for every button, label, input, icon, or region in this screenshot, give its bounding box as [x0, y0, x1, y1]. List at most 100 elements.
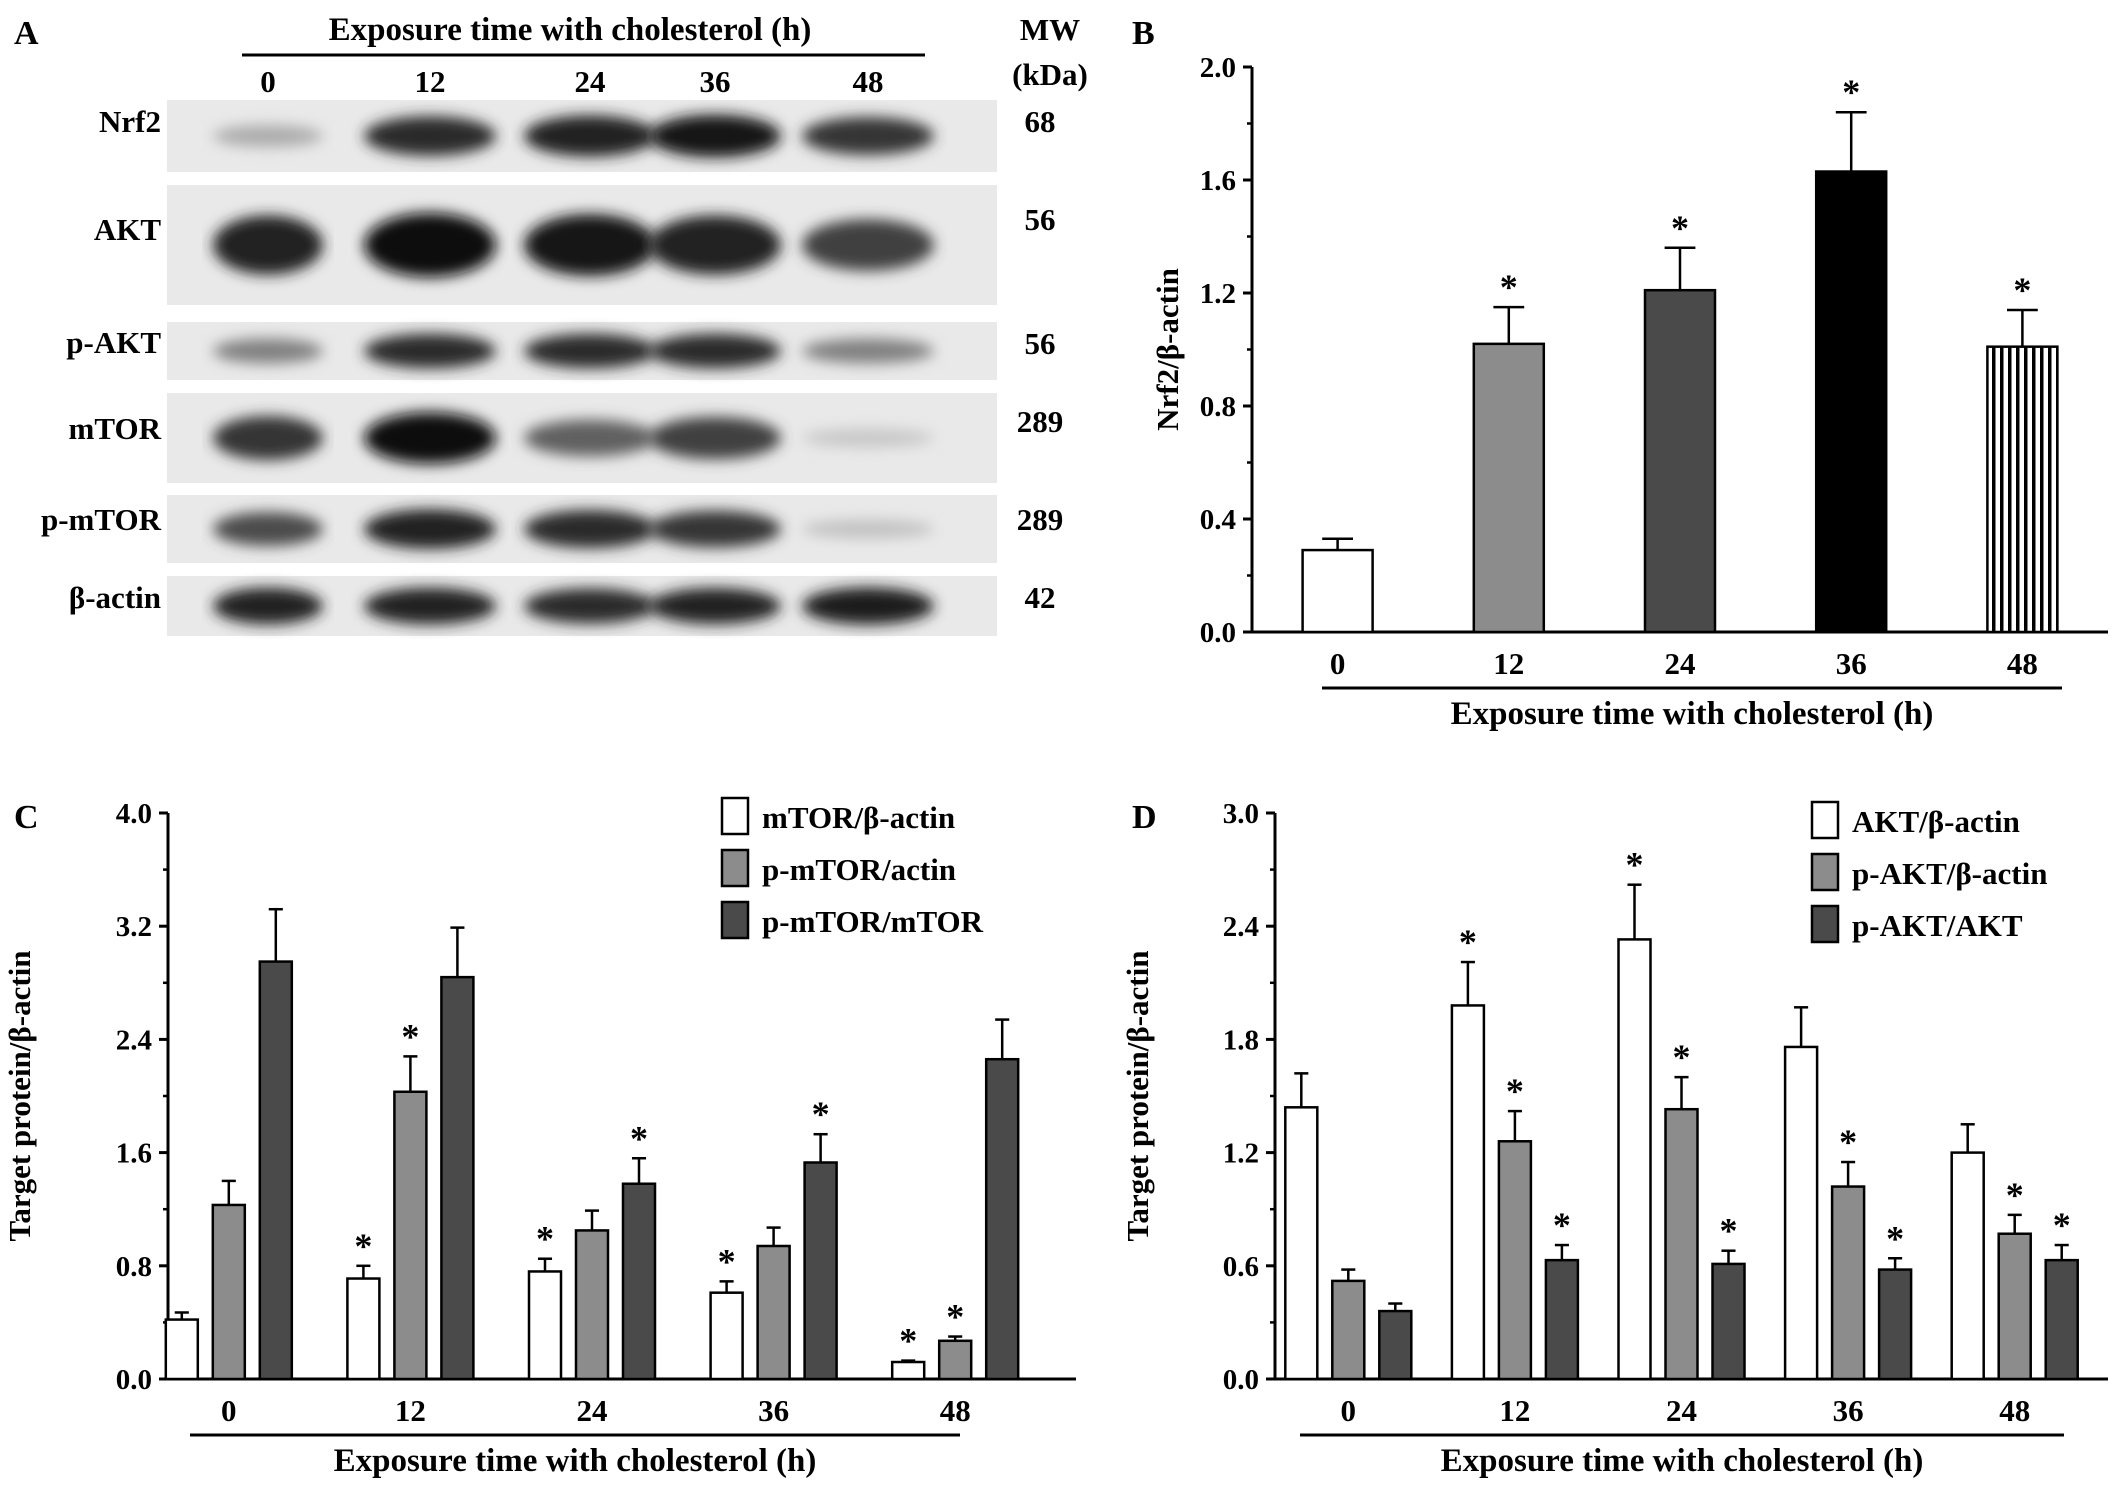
blot-row: β-actin 42 — [69, 576, 1056, 636]
blot-band — [524, 115, 656, 157]
significance-marker: * — [1839, 1122, 1857, 1162]
mw-header: MW — [1020, 12, 1080, 47]
blot-band — [649, 114, 781, 158]
blot-band — [649, 587, 781, 625]
bar — [1986, 345, 2059, 634]
legend-swatch — [720, 848, 750, 888]
y-tick-label: 1.8 — [1223, 1024, 1259, 1056]
significance-marker: * — [718, 1241, 736, 1281]
blot-header: Exposure time with cholesterol (h) — [329, 12, 812, 48]
x-axis-label: Exposure time with cholesterol (h) — [1441, 1443, 1924, 1479]
blot-band — [649, 215, 781, 275]
bar — [1814, 170, 1888, 634]
significance-marker: * — [812, 1094, 830, 1134]
blot-band — [524, 333, 656, 369]
lane-label: 36 — [700, 64, 731, 99]
panel-label-b: B — [1132, 15, 1155, 52]
y-tick-label: 1.6 — [116, 1138, 152, 1170]
bar — [709, 1291, 744, 1381]
legend-swatch — [1810, 800, 1840, 840]
significance-marker: * — [946, 1297, 964, 1337]
legend-swatch — [1810, 904, 1840, 944]
x-tick-label: 48 — [1999, 1393, 2030, 1428]
x-tick-label: 48 — [940, 1393, 971, 1428]
y-tick-label: 1.2 — [1200, 278, 1236, 310]
y-tick-label: 0.0 — [116, 1364, 152, 1396]
bar — [1997, 1232, 2032, 1381]
blot-band — [524, 214, 656, 276]
y-axis-label: Nrf2/β-actin — [1150, 268, 1185, 431]
legend-swatch — [720, 900, 750, 940]
blot-band — [524, 588, 656, 624]
bar — [1450, 1004, 1486, 1381]
y-tick-label: 2.4 — [116, 1024, 152, 1056]
bar — [1617, 938, 1652, 1381]
x-tick-label: 24 — [577, 1393, 608, 1428]
significance-marker: * — [1886, 1218, 1904, 1258]
mw-value: 68 — [1025, 104, 1056, 139]
bar — [1643, 288, 1717, 634]
y-tick-label: 3.0 — [1223, 798, 1259, 830]
significance-marker: * — [2053, 1205, 2071, 1245]
bar — [440, 975, 475, 1381]
significance-marker: * — [1673, 1037, 1691, 1077]
blot-row: AKT 56 — [94, 185, 1056, 305]
mw-unit: (kDa) — [1012, 57, 1088, 92]
significance-marker: * — [1459, 922, 1477, 962]
y-tick-label: 0.8 — [116, 1251, 152, 1283]
significance-marker: * — [1500, 267, 1518, 307]
significance-marker: * — [630, 1118, 648, 1158]
blot-row: mTOR 289 — [69, 393, 1063, 483]
blot-band — [802, 519, 934, 539]
blot-band — [802, 428, 934, 448]
protein-label: mTOR — [69, 411, 162, 446]
lane-label: 48 — [853, 64, 884, 99]
blot-row: Nrf2 68 — [99, 100, 1056, 172]
mw-value: 289 — [1017, 502, 1064, 537]
x-tick-label: 36 — [758, 1393, 789, 1428]
significance-marker: * — [1671, 208, 1689, 248]
significance-marker: * — [1720, 1211, 1738, 1251]
y-tick-label: 0.6 — [1223, 1251, 1259, 1283]
y-axis-label: Target protein/β-actin — [1120, 950, 1155, 1241]
y-tick-label: 3.2 — [116, 911, 152, 943]
y-tick-label: 1.6 — [1200, 165, 1236, 197]
protein-label: β-actin — [69, 580, 161, 615]
bar — [574, 1229, 610, 1381]
y-tick-label: 0.0 — [1223, 1364, 1259, 1396]
x-tick-label: 48 — [2007, 646, 2038, 681]
bar — [803, 1161, 838, 1381]
blot-band — [649, 510, 781, 548]
x-tick-label: 36 — [1833, 1393, 1864, 1428]
bar — [1877, 1268, 1913, 1381]
bar — [2044, 1258, 2079, 1381]
x-tick-label: 36 — [1836, 646, 1867, 681]
significance-marker: * — [2006, 1175, 2024, 1215]
bar — [164, 1318, 200, 1381]
chart-mtor: 0.0 0.8 1.6 2.4 3.2 4.0 Target protein/β-actin… — [2, 796, 1076, 1479]
mw-value: 56 — [1025, 326, 1056, 361]
bar — [211, 1203, 247, 1381]
x-tick-label: 0 — [221, 1393, 237, 1428]
y-tick-label: 1.2 — [1223, 1138, 1259, 1170]
bar — [1711, 1262, 1746, 1381]
lane-label: 0 — [260, 64, 276, 99]
blot-band — [213, 338, 323, 364]
significance-marker: * — [1842, 72, 1860, 112]
blot-band — [364, 212, 496, 278]
panel-label-c: C — [14, 799, 39, 836]
bar — [346, 1277, 381, 1381]
blot-band — [802, 587, 934, 625]
lane-label: 12 — [415, 64, 446, 99]
bar — [1544, 1258, 1580, 1381]
bar — [1950, 1151, 1985, 1381]
x-axis-label: Exposure time with cholesterol (h) — [1451, 696, 1934, 732]
bar — [1497, 1140, 1533, 1381]
bar — [1783, 1045, 1819, 1381]
chart-nrf2: 0.0 0.4 0.8 1.2 1.6 2.0 Nrf2/β-actin 0 12 * 24 * 36 *… — [1150, 52, 2108, 732]
blot-band — [802, 116, 934, 156]
x-tick-label: 12 — [1493, 646, 1524, 681]
blot-band — [649, 333, 781, 369]
bar — [621, 1182, 657, 1381]
